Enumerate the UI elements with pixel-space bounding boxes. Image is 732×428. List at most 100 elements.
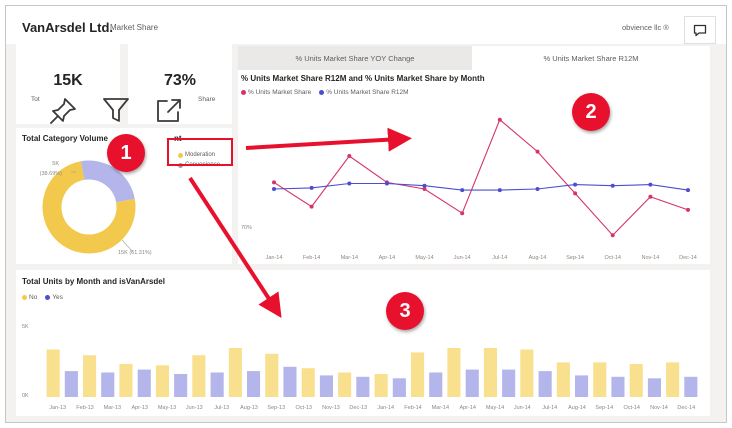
x-axis-tick-label: Dec-14 (679, 255, 697, 261)
bar-Sep-13[interactable] (411, 352, 425, 397)
donut-slice-convenience[interactable] (80, 160, 135, 203)
donut-slice-moderation[interactable] (42, 161, 136, 254)
bar-Apr-12[interactable] (101, 372, 115, 398)
legend-item-share-r12m[interactable]: % Units Market Share R12M (319, 89, 409, 96)
data-point[interactable] (497, 117, 502, 122)
data-point[interactable] (573, 182, 578, 187)
data-point[interactable] (610, 183, 615, 188)
kpi-value: 15K (53, 72, 83, 89)
x-axis-tick-label: Jun-13 (186, 405, 203, 411)
x-axis-tick-label: Nov-14 (650, 405, 668, 411)
bar-Oct-14[interactable] (647, 378, 661, 397)
data-point[interactable] (422, 183, 427, 188)
data-point[interactable] (535, 149, 540, 154)
bar-Mar-14[interactable] (520, 349, 534, 398)
bar-Sep-12[interactable] (192, 355, 206, 397)
bar-Jun-14[interactable] (575, 375, 589, 397)
x-axis-tick-label: May-14 (415, 255, 433, 261)
data-point[interactable] (610, 233, 615, 238)
bar-Feb-12[interactable] (64, 371, 78, 397)
data-point[interactable] (272, 180, 276, 185)
line-chart-card[interactable]: % Units Market Share R12M and % Units Ma… (238, 70, 710, 264)
data-point[interactable] (460, 211, 465, 216)
data-point[interactable] (384, 181, 389, 186)
legend-dot (319, 90, 325, 95)
data-point[interactable] (309, 185, 314, 190)
bar-Feb-13[interactable] (283, 366, 297, 397)
data-point[interactable] (648, 194, 653, 199)
bar-Dec-13[interactable] (465, 369, 479, 397)
data-point[interactable] (309, 204, 314, 209)
focus-mode-icon[interactable] (154, 96, 184, 124)
user-account[interactable]: obvience llc ® (622, 23, 669, 32)
bar-Oct-13[interactable] (429, 372, 443, 398)
data-point[interactable] (573, 191, 578, 196)
x-axis-tick-label: Apr-14 (379, 255, 396, 261)
x-axis-tick-label: Oct-13 (295, 405, 312, 411)
x-axis-tick-label: Dec-14 (677, 405, 695, 411)
bar-Jan-12[interactable] (46, 349, 60, 398)
bar-Jul-13[interactable] (374, 374, 388, 397)
x-axis-tick-label: Aug-13 (240, 405, 258, 411)
bar-Dec-12[interactable] (247, 371, 261, 397)
chat-button[interactable] (684, 16, 716, 44)
bar-May-13[interactable] (338, 372, 352, 398)
legend-dot (241, 90, 246, 95)
legend-item-yes[interactable]: Yes (45, 294, 63, 301)
data-point[interactable] (648, 182, 653, 187)
line-chart-title: % Units Market Share R12M and % Units Ma… (241, 74, 485, 83)
bar-Nov-14[interactable] (666, 362, 680, 397)
legend-item-moderation[interactable]: Moderation (178, 150, 220, 160)
tab-yoy-change[interactable]: % Units Market Share YOY Change (238, 46, 472, 70)
bar-Jun-13[interactable] (356, 376, 370, 397)
leader-line (121, 239, 134, 253)
bar-May-14[interactable] (556, 362, 570, 397)
series-line-0 (273, 118, 689, 237)
brand-title: VanArsdel Ltd. (22, 20, 114, 35)
y-axis-tick-label: 5K (22, 324, 29, 330)
x-axis-tick-label: Oct-14 (604, 255, 621, 261)
data-point[interactable] (272, 187, 276, 191)
data-point[interactable] (347, 181, 352, 186)
legend-dot (22, 295, 27, 300)
bar-Nov-12[interactable] (228, 348, 242, 397)
bar-Jul-12[interactable] (155, 365, 169, 397)
data-point[interactable] (460, 188, 465, 193)
data-point[interactable] (347, 154, 352, 158)
data-point[interactable] (686, 188, 690, 193)
legend-item-share[interactable]: % Units Market Share (241, 89, 311, 96)
bar-Nov-13[interactable] (447, 348, 461, 397)
legend-item-no[interactable]: No (22, 294, 37, 301)
bar-Apr-14[interactable] (538, 371, 552, 397)
legend-dot (178, 152, 183, 158)
tab-r12m[interactable]: % Units Market Share R12M (472, 46, 710, 70)
x-axis-tick-label: Feb-14 (404, 405, 421, 411)
data-point[interactable] (535, 187, 540, 191)
bar-Feb-14[interactable] (502, 369, 516, 397)
bar-Aug-14[interactable] (611, 376, 625, 397)
bar-Dec-14[interactable] (684, 376, 698, 397)
bar-chart-card[interactable]: Total Units by Month and isVanArsdel No … (16, 270, 710, 416)
bar-Oct-12[interactable] (210, 372, 224, 398)
report-subtitle: Market Share (110, 23, 159, 32)
x-axis-tick-label: Feb-14 (303, 255, 320, 261)
kpi-card-share[interactable]: 73% Share (128, 44, 232, 124)
pin-icon[interactable] (48, 96, 78, 124)
bar-Aug-13[interactable] (392, 378, 406, 397)
bar-Aug-12[interactable] (174, 374, 188, 397)
data-point[interactable] (497, 188, 502, 193)
kpi-card-total[interactable]: 15K Tot (16, 44, 120, 124)
bar-Jan-14[interactable] (483, 348, 497, 397)
bar-Jan-13[interactable] (265, 353, 279, 397)
data-point[interactable] (686, 207, 690, 212)
bar-May-12[interactable] (119, 363, 133, 397)
bar-Mar-13[interactable] (301, 368, 315, 397)
bar-Jun-12[interactable] (137, 369, 151, 397)
line-chart: 70% Jan-14 Feb-14 Mar-14 Apr-14 May-14 Jun-14… (241, 117, 697, 261)
filter-icon[interactable] (101, 96, 131, 124)
bar-Sep-14[interactable] (629, 363, 643, 397)
bar-Jul-14[interactable] (593, 362, 607, 397)
data-point[interactable] (422, 187, 427, 191)
bar-Mar-12[interactable] (83, 355, 97, 397)
bar-Apr-13[interactable] (319, 375, 333, 397)
